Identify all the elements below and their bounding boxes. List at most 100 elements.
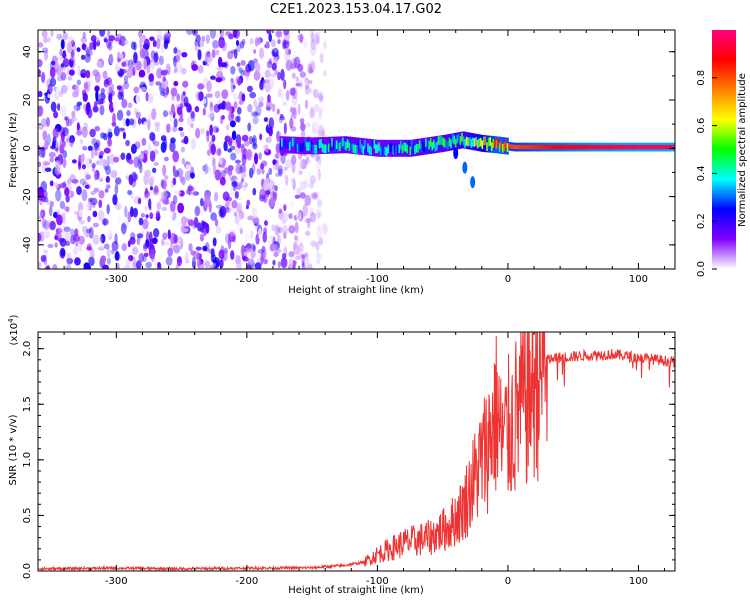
noise-blob [318,108,322,120]
noise-blob [44,139,49,150]
noise-blob [46,200,54,206]
noise-blob [161,206,168,212]
signal-cell [453,135,456,145]
noise-blob [245,72,250,81]
noise-blob [277,168,283,177]
noise-blob [127,211,132,223]
signal-cell [541,144,544,150]
noise-blob [228,112,235,122]
signal-cell [299,143,303,152]
signal-cell [464,138,467,148]
noise-blob [38,59,43,68]
signal-cell [287,140,290,149]
noise-blob [95,89,99,102]
noise-blob [159,91,167,97]
noise-blob [59,200,65,210]
signal-cell [447,140,450,150]
signal-cell [487,137,491,147]
noise-blob [245,264,252,269]
noise-blob [60,72,67,81]
noise-blob [40,209,46,219]
noise-blob [317,116,324,121]
signal-cell [411,140,414,150]
noise-blob [277,234,281,246]
noise-blob [137,197,142,205]
noise-blob [306,80,313,85]
signal-cell [650,144,653,150]
colorbar-tick-label: 0.6 [696,118,707,134]
noise-blob [214,90,221,99]
noise-blob [315,153,320,162]
signal-cell [367,143,370,153]
signal-cell [445,139,448,149]
noise-blob [81,123,87,133]
signal-cell [655,144,658,150]
noise-blob [185,30,193,36]
signal-cell [508,144,511,149]
signal-cell [390,142,393,152]
noise-blob [304,86,311,95]
signal-cell [392,145,395,155]
noise-blob [258,47,265,60]
noise-blob [152,167,157,173]
noise-blob [271,103,276,113]
signal-cell [646,144,649,150]
noise-blob [272,159,277,166]
noise-blob [139,37,143,50]
noise-blob [89,42,94,51]
noise-blob [309,108,315,119]
noise-blob [307,63,313,70]
noise-blob [48,205,53,217]
noise-blob [123,74,129,84]
noise-blob [209,124,213,136]
noise-blob [130,232,136,241]
noise-blob [100,132,106,139]
noise-blob [224,167,229,174]
signal-cell [426,145,429,154]
noise-blob [308,182,315,189]
noise-blob [218,249,225,260]
noise-blob [126,67,133,79]
signal-cell [639,144,642,150]
noise-blob [187,184,193,196]
noise-blob [231,200,238,209]
signal-cell [306,141,309,151]
noise-blob [290,177,294,183]
noise-blob [78,235,85,245]
noise-blob [236,205,241,213]
noise-blob [87,145,93,151]
signal-cell [544,144,547,150]
noise-blob [235,159,241,164]
noise-blob [285,47,290,56]
noise-blob [128,174,134,186]
noise-blob [76,122,80,131]
noise-blob [56,33,63,40]
noise-blob [145,214,149,219]
noise-blob [149,212,154,220]
noise-blob [167,247,173,257]
colorbar-title: Normalized spectral amplitude [737,73,748,227]
noise-blob [311,32,315,43]
noise-blob [168,110,173,116]
noise-blob [256,37,262,46]
noise-blob [193,216,199,228]
noise-blob [143,121,147,128]
signal-cell [359,139,362,149]
noise-blob [46,264,51,269]
noise-blob [141,224,145,235]
noise-blob [63,226,71,233]
noise-blob [289,87,296,96]
signal-cell [360,143,364,153]
noise-blob [295,212,302,221]
noise-blob [108,35,116,41]
signal-cell [345,141,348,151]
signal-cell [631,144,635,150]
y-tick-label: 1.0 [22,452,33,468]
noise-blob [53,182,59,189]
noise-blob [138,69,146,78]
noise-blob [92,69,99,77]
signal-cell [573,144,577,150]
noise-blob [50,60,56,66]
noise-blob [49,220,56,231]
signal-cell [486,142,489,152]
